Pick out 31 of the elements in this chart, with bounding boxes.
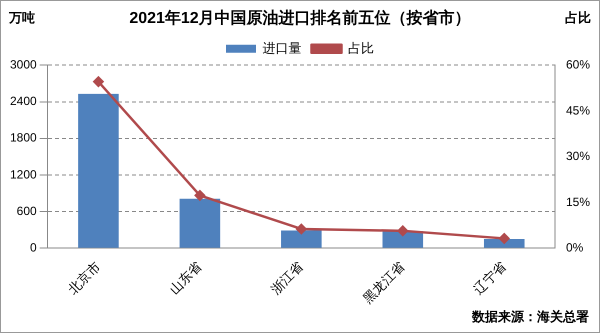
x-tick-label: 辽宁省 (470, 258, 509, 297)
legend-label: 占比 (348, 40, 374, 56)
legend-label: 进口量 (262, 40, 302, 56)
x-tick-label: 浙江省 (268, 258, 306, 297)
x-tick-label: 山东省 (166, 258, 205, 297)
y-tick-label: 1200 (10, 167, 38, 182)
y2-tick-label: 15% (566, 194, 590, 209)
y-tick-label: 3000 (10, 58, 38, 72)
bar (78, 94, 119, 248)
point (398, 226, 408, 236)
point (499, 233, 510, 244)
y-tick-label: 2400 (10, 94, 38, 108)
y2-tick-label: 30% (566, 149, 590, 164)
point (194, 190, 206, 201)
point (296, 224, 307, 234)
point (93, 76, 104, 87)
y2-tick-label: 60% (566, 58, 590, 72)
x-tick-label: 黑龙江省 (360, 258, 408, 306)
y-tick-label: 1800 (10, 130, 38, 145)
bar (180, 198, 220, 248)
y-axis-title: 万吨 (9, 10, 35, 27)
y2-tick-label: 0% (566, 240, 584, 255)
bar (484, 239, 525, 248)
y-tick-label: 600 (16, 204, 38, 218)
bar (281, 230, 322, 248)
y2-axis-title: 占比 (565, 10, 591, 27)
source-note: 数据来源：海关总署 (472, 308, 589, 326)
chart-title: 2021年12月中国原油进口排名前五位（按省市） (129, 9, 471, 28)
y2-tick-label: 45% (566, 103, 590, 118)
y-tick-label: 0 (30, 240, 38, 255)
x-tick-label: 北京市 (64, 258, 104, 297)
